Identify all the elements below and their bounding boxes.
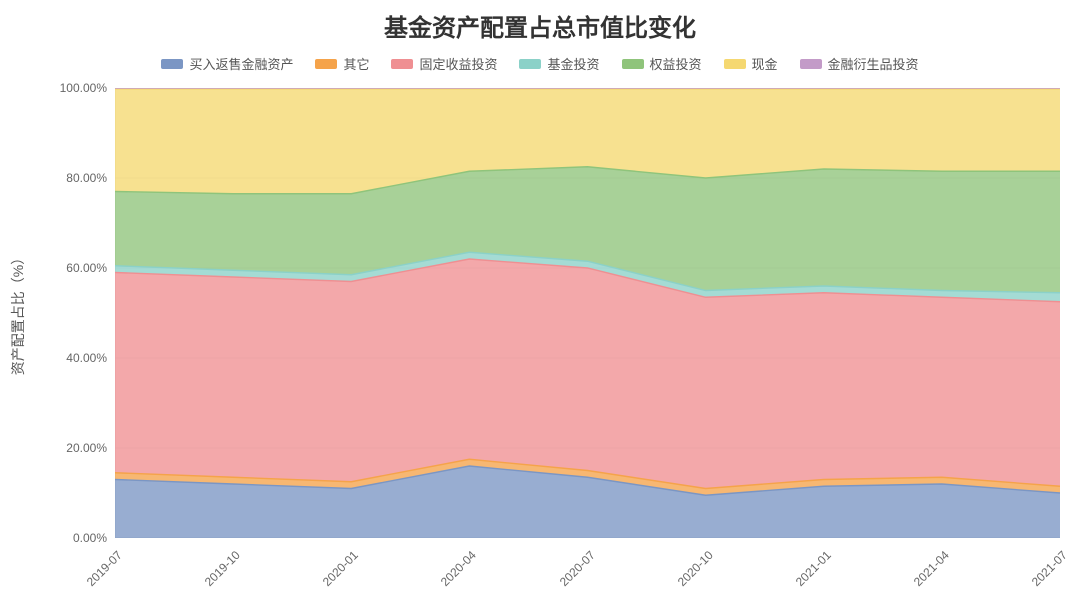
legend-label: 买入返售金融资产 bbox=[189, 54, 293, 73]
x-tick-label: 2021-07 bbox=[1029, 548, 1070, 589]
legend-item-derivatives[interactable]: 金融衍生品投资 bbox=[800, 54, 919, 73]
y-tick-label: 20.00% bbox=[47, 441, 107, 455]
legend-label: 基金投资 bbox=[547, 54, 599, 73]
x-tick-label: 2020-04 bbox=[438, 548, 479, 589]
x-tick-label: 2019-10 bbox=[202, 548, 243, 589]
x-tick-label: 2020-01 bbox=[320, 548, 361, 589]
y-tick-label: 80.00% bbox=[47, 171, 107, 185]
legend-item-fixed_income[interactable]: 固定收益投资 bbox=[391, 54, 497, 73]
legend-label: 现金 bbox=[752, 54, 778, 73]
y-tick-label: 60.00% bbox=[47, 261, 107, 275]
plot-area bbox=[115, 88, 1060, 538]
legend-swatch bbox=[724, 59, 746, 69]
legend-swatch bbox=[315, 59, 337, 69]
x-tick-label: 2021-04 bbox=[911, 548, 952, 589]
legend-swatch bbox=[800, 59, 822, 69]
legend-label: 金融衍生品投资 bbox=[828, 54, 919, 73]
x-tick-label: 2020-10 bbox=[674, 548, 715, 589]
legend-swatch bbox=[391, 59, 413, 69]
chart-legend: 买入返售金融资产 其它 固定收益投资 基金投资 权益投资 现金 金融衍生品投资 bbox=[0, 54, 1080, 73]
legend-swatch bbox=[161, 59, 183, 69]
stacked-area-chart: 基金资产配置占总市值比变化 买入返售金融资产 其它 固定收益投资 基金投资 权益投资 现金… bbox=[0, 0, 1080, 615]
legend-item-repo[interactable]: 买入返售金融资产 bbox=[161, 54, 293, 73]
legend-item-equity[interactable]: 权益投资 bbox=[622, 54, 702, 73]
legend-label: 权益投资 bbox=[650, 54, 702, 73]
chart-title: 基金资产配置占总市值比变化 bbox=[0, 8, 1080, 43]
x-tick-label: 2019-07 bbox=[84, 548, 125, 589]
legend-label: 其它 bbox=[343, 54, 369, 73]
legend-swatch bbox=[622, 59, 644, 69]
y-tick-label: 40.00% bbox=[47, 351, 107, 365]
y-tick-label: 100.00% bbox=[47, 81, 107, 95]
x-tick-label: 2020-07 bbox=[556, 548, 597, 589]
legend-item-cash[interactable]: 现金 bbox=[724, 54, 778, 73]
legend-item-other[interactable]: 其它 bbox=[315, 54, 369, 73]
x-tick-label: 2021-01 bbox=[793, 548, 834, 589]
y-tick-label: 0.00% bbox=[47, 531, 107, 545]
y-axis-label: 资产配置占比（%） bbox=[8, 251, 28, 375]
legend-label: 固定收益投资 bbox=[419, 54, 497, 73]
legend-swatch bbox=[519, 59, 541, 69]
legend-item-fund_inv[interactable]: 基金投资 bbox=[519, 54, 599, 73]
